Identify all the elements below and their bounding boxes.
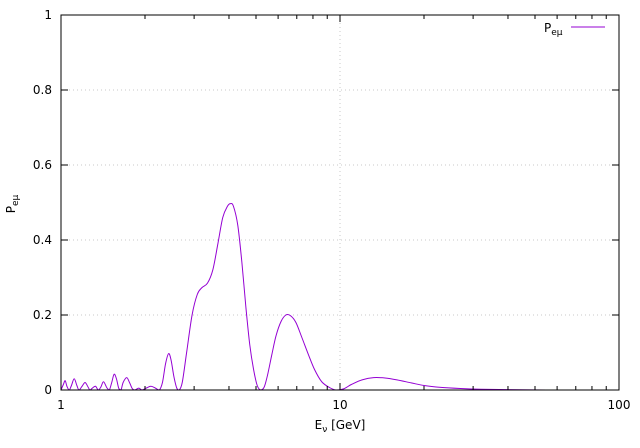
ticks: 0 0.2 0.4 0.6 0.8 1 1 10 100	[33, 8, 631, 412]
x-axis-label: Eν [GeV]	[315, 418, 366, 435]
legend-label: Peμ	[544, 21, 563, 38]
x-tick-label: 1	[57, 398, 65, 412]
grid	[61, 15, 619, 390]
x-tick-label: 100	[608, 398, 631, 412]
y-tick-label: 0.8	[33, 83, 52, 97]
y-tick-label: 1	[44, 8, 52, 22]
y-tick-label: 0.6	[33, 158, 52, 172]
x-tick-label: 10	[332, 398, 347, 412]
y-axis-label: Peμ	[4, 194, 21, 213]
y-tick-label: 0	[44, 383, 52, 397]
y-tick-label: 0.2	[33, 308, 52, 322]
legend: Peμ	[544, 21, 605, 38]
y-tick-label: 0.4	[33, 233, 52, 247]
